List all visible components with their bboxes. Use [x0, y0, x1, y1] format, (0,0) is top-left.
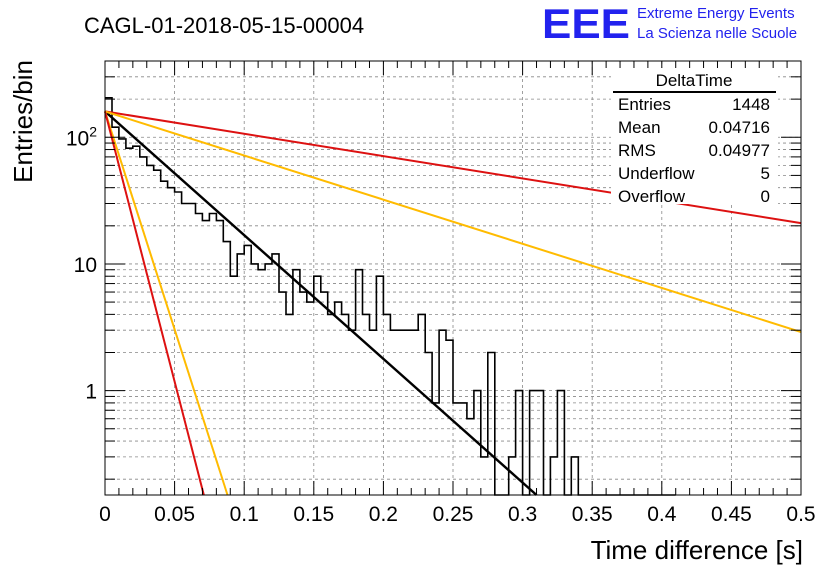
- stats-value-entries: 1448: [732, 95, 770, 114]
- x-tick-label: 0.3: [508, 503, 537, 526]
- x-tick-label: 0.25: [433, 503, 474, 526]
- x-axis-label: Time difference [s]: [591, 535, 803, 565]
- fit-line-black: [104, 110, 538, 496]
- stats-label-rms: RMS: [618, 141, 656, 160]
- fit-line-red: [104, 111, 205, 496]
- stats-label-entries: Entries: [618, 95, 671, 114]
- stats-value-rms: 0.04977: [709, 141, 770, 160]
- stats-box-background: [611, 68, 778, 204]
- x-tick-label: 0.35: [572, 503, 613, 526]
- chart-title: CAGL-01-2018-05-15-00004: [84, 13, 364, 38]
- x-tick-label: 0.45: [711, 503, 752, 526]
- stats-value-overflow: 0: [761, 187, 770, 206]
- x-tick-label: 0.05: [154, 503, 195, 526]
- fit-lines: [104, 110, 802, 496]
- stats-label-underflow: Underflow: [618, 164, 695, 183]
- stats-label-mean: Mean: [618, 118, 661, 137]
- fit-line-orange: [104, 110, 802, 334]
- x-tick-label: 0.5: [786, 503, 815, 526]
- x-tick-label: 0: [99, 503, 111, 526]
- logo-caption-line2: La Scienza nelle Scuole: [637, 25, 797, 42]
- fit-line-red: [104, 110, 802, 225]
- x-tick-label: 0.4: [647, 503, 677, 526]
- stats-box-title: DeltaTime: [656, 71, 733, 90]
- stats-value-mean: 0.04716: [709, 118, 770, 137]
- stats-box: DeltaTime Entries 1448 Mean 0.04716 RMS …: [611, 68, 778, 206]
- y-tick-label: 1: [85, 381, 97, 404]
- x-tick-label: 0.1: [230, 503, 259, 526]
- eee-logo: EEE: [542, 0, 630, 47]
- tick-labels: 0 0.05 0.1 0.15 0.2 0.25 0.3 0.35 0.4 0.45 0.5 1 10 1…: [66, 123, 816, 526]
- axis-ticks: [104, 60, 802, 495]
- fit-line-orange: [104, 111, 229, 496]
- logo-caption-line1: Extreme Energy Events: [637, 5, 795, 22]
- stats-value-underflow: 5: [761, 164, 770, 183]
- y-axis-label: Entries/bin: [8, 60, 38, 183]
- y-tick-label: 10: [74, 254, 97, 277]
- y-tick-label: 102: [66, 123, 97, 150]
- x-tick-label: 0.15: [293, 503, 334, 526]
- x-tick-label: 0.2: [369, 503, 398, 526]
- stats-label-overflow: Overflow: [618, 187, 686, 206]
